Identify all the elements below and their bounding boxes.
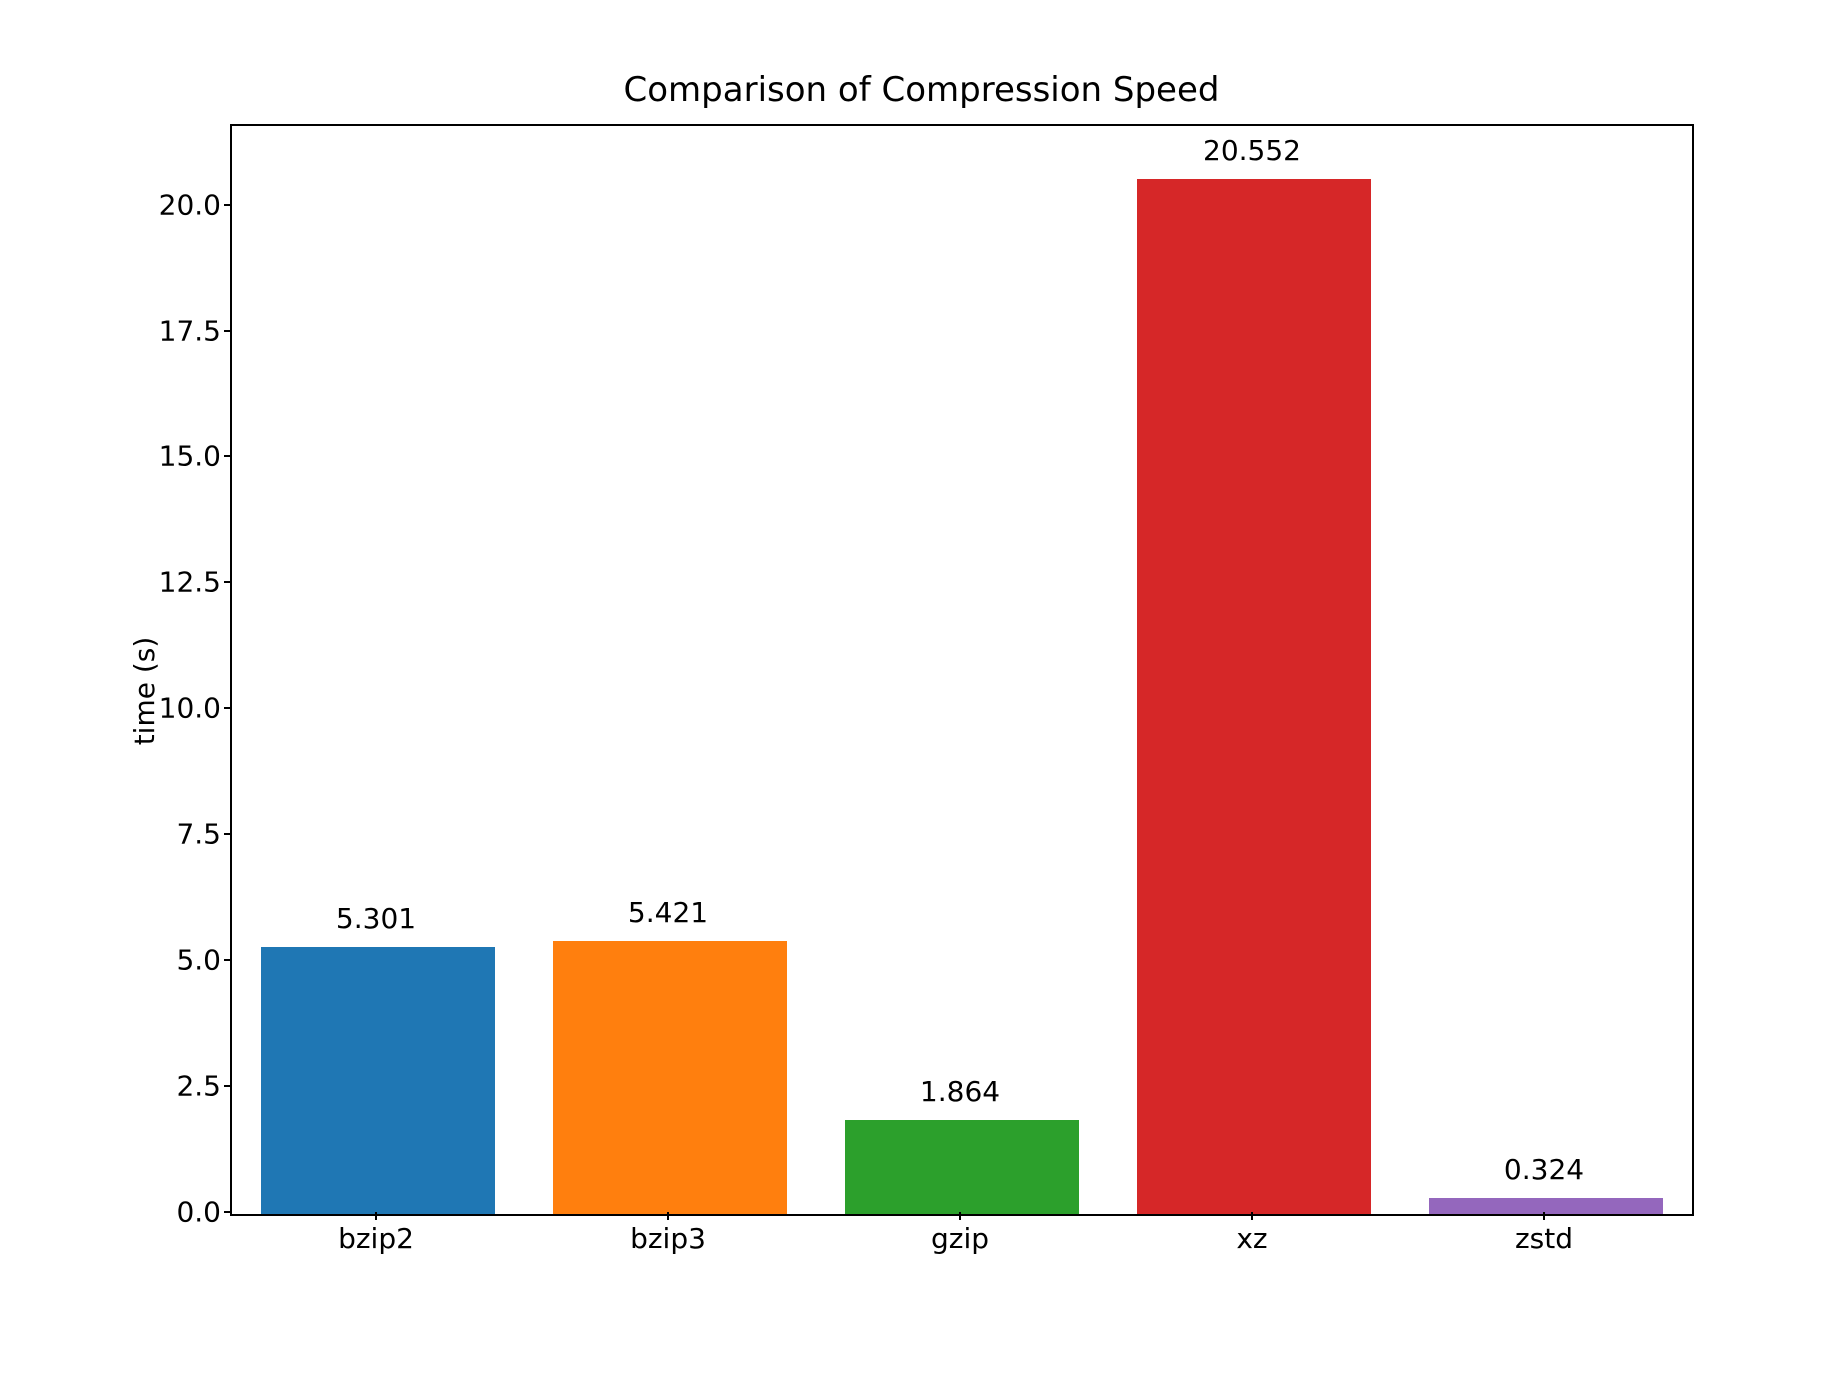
y-tick-label: 17.5 xyxy=(159,314,221,347)
x-tick-mark xyxy=(375,1212,377,1220)
y-tick-mark xyxy=(224,1085,232,1087)
x-tick-label: xz xyxy=(1236,1222,1267,1255)
x-tick-mark xyxy=(1251,1212,1253,1220)
y-tick-mark xyxy=(224,959,232,961)
y-axis-label: time (s) xyxy=(128,637,161,746)
y-tick-mark xyxy=(224,204,232,206)
chart-title: Comparison of Compression Speed xyxy=(0,70,1843,110)
x-tick-mark xyxy=(959,1212,961,1220)
x-tick-label: zstd xyxy=(1515,1222,1573,1255)
y-tick-mark xyxy=(224,581,232,583)
y-tick-label: 7.5 xyxy=(176,818,221,851)
bar-value-label: 5.301 xyxy=(336,902,416,935)
x-tick-label: bzip2 xyxy=(338,1222,414,1255)
bar-value-label: 1.864 xyxy=(920,1075,1000,1108)
y-tick-label: 0.0 xyxy=(176,1196,221,1229)
y-tick-label: 12.5 xyxy=(159,566,221,599)
x-tick-label: bzip3 xyxy=(630,1222,706,1255)
bar-zstd xyxy=(1429,1198,1663,1214)
bar-value-label: 0.324 xyxy=(1504,1153,1584,1186)
y-tick-label: 10.0 xyxy=(159,692,221,725)
y-tick-mark xyxy=(224,330,232,332)
x-tick-label: gzip xyxy=(931,1222,989,1255)
y-tick-mark xyxy=(224,707,232,709)
bar-bzip3 xyxy=(553,941,787,1214)
plot-area xyxy=(230,124,1694,1216)
x-tick-mark xyxy=(667,1212,669,1220)
y-tick-label: 15.0 xyxy=(159,440,221,473)
bar-bzip2 xyxy=(261,947,495,1214)
y-tick-mark xyxy=(224,833,232,835)
bar-value-label: 20.552 xyxy=(1203,134,1301,167)
bar-xz xyxy=(1137,179,1371,1214)
bar-value-label: 5.421 xyxy=(628,896,708,929)
y-tick-mark xyxy=(224,1211,232,1213)
y-tick-label: 2.5 xyxy=(176,1070,221,1103)
x-tick-mark xyxy=(1543,1212,1545,1220)
chart-container: Comparison of Compression Speed time (s)… xyxy=(0,0,1843,1382)
y-tick-mark xyxy=(224,455,232,457)
bar-gzip xyxy=(845,1120,1079,1214)
y-tick-label: 20.0 xyxy=(159,188,221,221)
y-tick-label: 5.0 xyxy=(176,944,221,977)
